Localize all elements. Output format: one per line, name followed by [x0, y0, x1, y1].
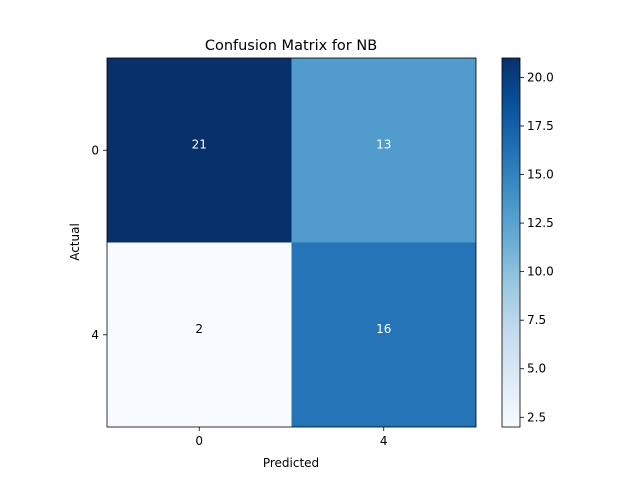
- y-tick-label-1: 4: [91, 328, 99, 342]
- colorbar-tick-label-3: 10.0: [527, 265, 554, 279]
- colorbar-tick-label-2: 7.5: [527, 313, 546, 327]
- colorbar-tick-label-1: 5.0: [527, 362, 546, 376]
- heatmap-cell-r1-c1: [291, 242, 476, 427]
- cell-value-label-r1-c1: 16: [376, 322, 391, 336]
- chart-title: Confusion Matrix for NB: [205, 38, 377, 54]
- y-tick-label-0: 0: [91, 143, 99, 157]
- y-axis-label: Actual: [68, 223, 82, 261]
- x-axis-label: Predicted: [263, 456, 319, 470]
- y-axis-ticks: 04: [91, 143, 107, 342]
- cell-value-label-r0-c0: 21: [192, 137, 207, 151]
- colorbar: [502, 58, 520, 427]
- colorbar-frame: [501, 57, 521, 428]
- plot-frame: [106, 57, 477, 428]
- colorbar-tick-label-6: 17.5: [527, 119, 554, 133]
- colorbar-tick-label-7: 20.0: [527, 70, 554, 84]
- heatmap-cell-labels: 21 13 2 16: [192, 137, 392, 336]
- cell-value-label-r0-c1: 13: [376, 137, 391, 151]
- cell-value-label-r1-c0: 2: [195, 322, 203, 336]
- colorbar-tick-label-4: 12.5: [527, 216, 554, 230]
- heatmap-cell-r1-c0: [107, 242, 292, 427]
- colorbar-ticks: 2.5 5.0 7.5 10.0 12.5 15.0 17.5 20.0: [520, 70, 554, 424]
- colorbar-tick-label-0: 2.5: [527, 410, 546, 424]
- x-tick-label-0: 0: [195, 434, 203, 448]
- heatmap-cells: [107, 58, 476, 427]
- colorbar-tick-label-5: 15.0: [527, 168, 554, 182]
- heatmap-cell-r0-c1: [291, 58, 476, 243]
- heatmap-cell-r0-c0: [107, 58, 292, 243]
- x-tick-label-1: 4: [380, 434, 388, 448]
